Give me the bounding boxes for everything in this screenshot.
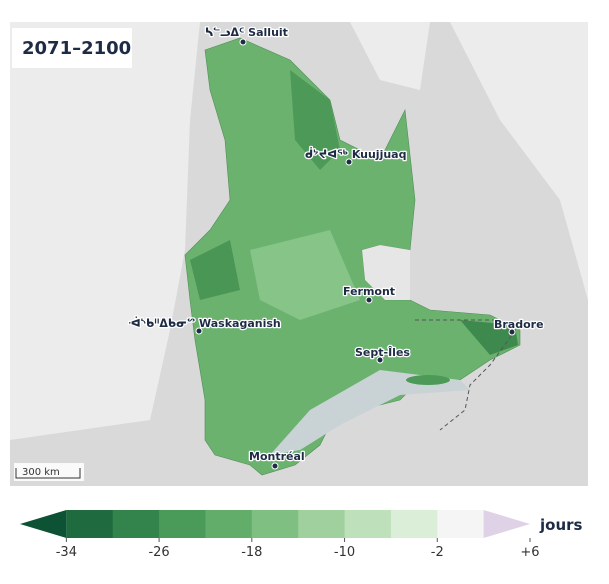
period-box xyxy=(12,28,132,68)
city-label: Fermont xyxy=(343,285,395,298)
labrador-area xyxy=(362,245,410,300)
legend-swatch xyxy=(112,510,160,538)
legend-swatch xyxy=(344,510,392,538)
quebec-region xyxy=(184,37,521,476)
dark-patch xyxy=(460,320,518,355)
labrador-sea xyxy=(450,22,588,300)
saint-lawrence xyxy=(270,370,470,455)
city-label: Montréal xyxy=(249,450,305,463)
city-label: ᐙᔅᑲᐦᐃᑲᓂᔥ Waskaganish xyxy=(128,317,281,330)
legend-swatch xyxy=(483,510,530,538)
city-dot xyxy=(195,327,203,335)
legend-swatch xyxy=(298,510,346,538)
ungava-bay xyxy=(350,22,430,90)
legend-swatch xyxy=(205,510,253,538)
city-dot xyxy=(365,296,373,304)
legend-swatch xyxy=(437,510,485,538)
cities: ᓴᓪᓗᐃᑦ Salluit ᑰᔾᔪᐊᖅ Kuujjuaq Fermont Bra… xyxy=(127,25,545,470)
scale-bar xyxy=(15,468,81,479)
city-dot xyxy=(508,328,516,336)
legend-tick-label: -26 xyxy=(148,545,169,560)
border xyxy=(415,319,513,431)
anticosti xyxy=(406,375,450,385)
hudson-bay xyxy=(10,22,200,440)
legend-tick-label: +6 xyxy=(520,545,539,560)
legend-swatch xyxy=(159,510,206,538)
legend-tick-label: -34 xyxy=(56,545,77,560)
legend-tick-label: -18 xyxy=(241,545,262,560)
city-label: Bradore xyxy=(494,318,544,331)
scale-label: 300 km xyxy=(22,467,60,478)
city-label: ᓴᓪᓗᐃᑦ Salluit xyxy=(205,26,288,39)
period: 2071–2100 xyxy=(22,38,131,59)
dark-patch xyxy=(190,240,240,300)
city-label: ᑰᔾᔪᐊᖅ Kuujjuaq xyxy=(305,147,406,161)
scale-box xyxy=(14,463,84,481)
legend-swatch xyxy=(251,510,299,538)
legend: -34 -26 -18 -10 -2 +6 xyxy=(20,510,540,560)
legend-tick-label: -2 xyxy=(431,545,444,560)
dark-patch xyxy=(290,70,340,170)
legend-tick-label: -10 xyxy=(334,545,355,560)
light-patch xyxy=(250,230,360,320)
city-dot xyxy=(345,158,353,166)
legend-unit: jours xyxy=(539,516,583,534)
city-dot xyxy=(376,356,384,364)
city-dot xyxy=(271,462,279,470)
city-label: Sept-Îles xyxy=(355,346,410,359)
legend-swatch xyxy=(20,510,67,538)
legend-swatch xyxy=(390,510,438,538)
legend-swatch xyxy=(66,510,114,538)
city-dot xyxy=(239,38,247,46)
